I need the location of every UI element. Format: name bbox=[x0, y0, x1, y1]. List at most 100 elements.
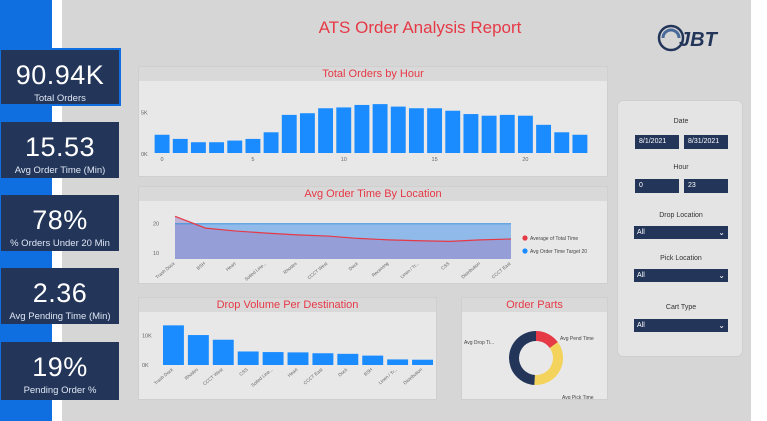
bar bbox=[262, 352, 284, 365]
kpi-label: Avg Order Time (Min) bbox=[14, 165, 106, 176]
x-tick-label: Receiving bbox=[371, 261, 390, 278]
kpi-pending-order-pct[interactable]: 19% Pending Order % bbox=[1, 342, 119, 400]
chart-avg-order-time-by-location[interactable]: 20 10 Trash Dock BSH Heart Soiled Line... Rhod… bbox=[139, 201, 607, 283]
kpi-total-orders[interactable]: 90.94K Total Orders bbox=[0, 48, 121, 106]
x-tick-label: 5 bbox=[251, 157, 254, 163]
kpi-avg-order-time[interactable]: 15.53 Avg Order Time (Min) bbox=[1, 122, 119, 178]
kpi-label: % Orders Under 20 Min bbox=[10, 238, 110, 249]
x-tick-label: Linen / Tr... bbox=[378, 367, 399, 385]
x-tick-label: Dock bbox=[337, 366, 349, 377]
bar bbox=[237, 351, 259, 365]
bar bbox=[554, 132, 570, 153]
bar bbox=[372, 104, 388, 153]
panel-order-parts: Order Parts Avg Pend Time Avg Pick Time Av… bbox=[461, 297, 608, 401]
x-tick-label: 10 bbox=[341, 157, 347, 163]
kpi-label: Avg Pending Time (Min) bbox=[9, 311, 111, 322]
chart-total-orders-by-hour[interactable]: 5K 0K 0 5 10 15 20 bbox=[139, 81, 607, 176]
bar bbox=[162, 325, 184, 365]
series-line-average bbox=[174, 215, 512, 242]
bar bbox=[536, 124, 552, 153]
panel-title: Total Orders by Hour bbox=[139, 67, 607, 81]
kpi-value: 90.94K bbox=[15, 60, 105, 90]
bar bbox=[209, 142, 225, 153]
x-tick-label: Trash Dock bbox=[153, 366, 175, 385]
chevron-down-icon: ⌄ bbox=[718, 228, 725, 237]
bar bbox=[212, 339, 234, 365]
hour-to-input[interactable]: 23 bbox=[684, 179, 728, 193]
x-tick-label: Soiled Line... bbox=[244, 261, 268, 282]
bar bbox=[354, 104, 370, 153]
report-title: ATS Order Analysis Report bbox=[318, 18, 522, 37]
panel-title: Avg Order Time By Location bbox=[139, 187, 607, 201]
x-tick-label: 15 bbox=[432, 157, 438, 163]
kpi-label: Pending Order % bbox=[23, 385, 97, 396]
x-tick-label: 20 bbox=[522, 157, 528, 163]
legend-label: Avg Order Time Target 20 bbox=[530, 249, 587, 255]
legend-marker bbox=[522, 235, 528, 241]
chevron-down-icon: ⌄ bbox=[718, 321, 725, 330]
bar bbox=[517, 115, 533, 153]
x-tick-label: Rhodes bbox=[282, 260, 298, 274]
date-filter-label: Date bbox=[673, 118, 689, 125]
x-tick-label: Distribution bbox=[402, 367, 423, 386]
x-tick-label: Rhodes bbox=[184, 366, 200, 380]
hour-from-input[interactable]: 0 bbox=[635, 179, 679, 193]
bar bbox=[463, 114, 479, 153]
bar bbox=[263, 132, 279, 153]
x-tick-label: Heart bbox=[287, 366, 299, 378]
x-tick-label: Distribution bbox=[460, 261, 481, 280]
panel-avg-order-time-by-location: Avg Order Time By Location 20 10 Trash Doc… bbox=[138, 186, 608, 284]
filter-panel: Date 8/1/2021 8/31/2021 Hour 0 23 Drop L… bbox=[617, 100, 743, 357]
y-tick-label: 10 bbox=[153, 251, 159, 257]
drop-location-value: All bbox=[637, 229, 645, 236]
bar bbox=[281, 114, 297, 153]
y-tick-label: 20 bbox=[153, 222, 159, 228]
bar bbox=[390, 106, 406, 153]
x-tick-label: CCCT West bbox=[202, 366, 224, 386]
hour-filter-label: Hour bbox=[673, 164, 689, 171]
chart-drop-volume[interactable]: 10K 0K Trash Dock Rhodes CCCT West CSS Soiled … bbox=[139, 312, 436, 399]
bar bbox=[312, 353, 334, 365]
slice-label: Avg Drop Ti... bbox=[464, 340, 494, 346]
kpi-value: 78% bbox=[32, 205, 88, 235]
y-tick-label: 0K bbox=[141, 152, 148, 158]
bar bbox=[412, 359, 434, 365]
svg-text:JBT: JBT bbox=[679, 29, 719, 51]
bar bbox=[154, 134, 170, 153]
y-tick-label: 10K bbox=[142, 334, 152, 340]
pie-slice bbox=[534, 342, 563, 385]
kpi-avg-pending-time[interactable]: 2.36 Avg Pending Time (Min) bbox=[1, 268, 119, 324]
x-tick-label: CCCT East bbox=[491, 260, 512, 279]
y-tick-label: 5K bbox=[141, 111, 148, 117]
cart-type-select[interactable]: All ⌄ bbox=[634, 319, 728, 332]
date-from-input[interactable]: 8/1/2021 bbox=[635, 135, 679, 149]
bar bbox=[227, 140, 243, 153]
bar bbox=[387, 359, 409, 365]
bar bbox=[337, 353, 359, 365]
date-to-input[interactable]: 8/31/2021 bbox=[684, 135, 728, 149]
x-tick-label: CSS bbox=[238, 367, 248, 377]
y-tick-label: 0K bbox=[142, 363, 149, 369]
cart-type-value: All bbox=[637, 322, 645, 329]
bar bbox=[362, 355, 384, 365]
pick-location-select[interactable]: All ⌄ bbox=[634, 269, 728, 282]
x-tick-label: Dock bbox=[348, 260, 360, 271]
jbt-logo: JBT bbox=[657, 24, 719, 52]
bar bbox=[499, 114, 515, 153]
kpi-label: Total Orders bbox=[34, 93, 86, 104]
chart-order-parts[interactable]: Avg Pend Time Avg Pick Time Avg Drop Ti... bbox=[462, 312, 607, 401]
bar bbox=[336, 107, 352, 153]
bar bbox=[572, 134, 588, 153]
kpi-value: 19% bbox=[32, 352, 88, 382]
panel-total-orders-by-hour: Total Orders by Hour 5K 0K 0 5 10 15 20 bbox=[138, 66, 608, 177]
slice-label: Avg Pick Time bbox=[562, 395, 594, 399]
kpi-value: 2.36 bbox=[32, 278, 88, 308]
bar bbox=[245, 138, 261, 153]
panel-drop-volume: Drop Volume Per Destination 10K 0K Trash D… bbox=[138, 297, 437, 400]
pick-location-value: All bbox=[637, 272, 645, 279]
x-tick-label: 0 bbox=[161, 157, 164, 163]
drop-location-select[interactable]: All ⌄ bbox=[634, 226, 728, 239]
bar bbox=[190, 142, 206, 153]
pie-slice bbox=[508, 331, 536, 385]
kpi-orders-under-20[interactable]: 78% % Orders Under 20 Min bbox=[1, 195, 119, 251]
